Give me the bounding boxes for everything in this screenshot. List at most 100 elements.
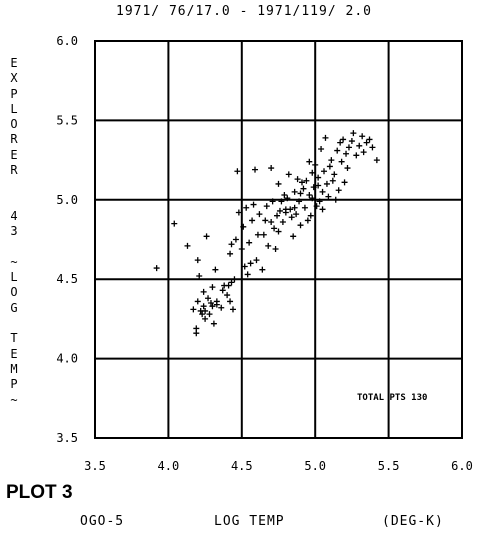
data-point	[260, 231, 267, 238]
data-point	[203, 233, 210, 240]
plot-frame	[94, 40, 463, 439]
y-tick-label: 5.5	[56, 113, 78, 127]
data-point	[229, 306, 236, 313]
x-axis-source-label: OGO-5	[80, 514, 125, 529]
data-point	[247, 260, 254, 267]
data-point	[323, 180, 330, 187]
data-point	[275, 228, 282, 235]
data-point	[334, 147, 341, 154]
data-point	[227, 298, 234, 305]
data-point	[315, 174, 322, 181]
data-point	[360, 149, 367, 156]
data-point	[224, 292, 231, 299]
data-point	[259, 266, 266, 273]
data-point	[227, 250, 234, 257]
data-point	[219, 287, 226, 294]
x-tick-labels: 3.5 4.0 4.5 5.0 5.5 6.0	[84, 459, 473, 473]
data-point	[265, 242, 272, 249]
data-point	[244, 271, 251, 278]
y-axis-label-char: E	[10, 56, 18, 70]
data-point	[231, 276, 238, 283]
data-point	[319, 206, 326, 213]
data-point	[297, 190, 304, 197]
data-point	[218, 304, 225, 311]
data-point	[322, 134, 329, 141]
data-point	[228, 241, 235, 248]
data-point	[246, 239, 253, 246]
y-axis-label-char: P	[10, 377, 18, 392]
data-point	[250, 201, 257, 208]
data-point	[356, 142, 363, 149]
data-point	[205, 295, 212, 302]
data-point	[207, 300, 214, 307]
data-point	[309, 195, 316, 202]
data-point	[338, 158, 345, 165]
data-point	[294, 176, 301, 183]
data-point	[301, 204, 308, 211]
data-point	[303, 177, 310, 184]
data-point	[345, 144, 352, 151]
data-point	[209, 303, 216, 310]
data-point	[287, 206, 294, 213]
data-point	[337, 139, 344, 146]
data-point	[228, 279, 235, 286]
data-point	[281, 192, 288, 199]
data-point	[312, 161, 319, 168]
data-point	[262, 217, 269, 224]
y-axis-label: E X P L O R E R 4 3 ~ L O G T E M P ~	[6, 56, 22, 408]
data-point	[285, 171, 292, 178]
data-point	[325, 193, 332, 200]
y-axis-label-char: M	[10, 361, 18, 376]
data-point	[313, 203, 320, 210]
data-point	[253, 257, 260, 264]
data-point	[318, 145, 325, 152]
data-point	[319, 188, 326, 195]
y-axis-label-char: T	[10, 331, 18, 346]
y-tick-label: 4.0	[56, 352, 78, 366]
y-tick-label: 5.0	[56, 193, 78, 207]
data-point	[232, 236, 239, 243]
data-point	[268, 219, 275, 226]
data-point	[369, 144, 376, 151]
y-tick-label: 3.5	[56, 431, 78, 445]
y-tick-labels: 3.5 4.0 4.5 5.0 5.5 6.0	[56, 34, 78, 445]
data-point	[206, 311, 213, 318]
data-point	[332, 196, 339, 203]
data-point	[234, 168, 241, 175]
data-point	[199, 311, 206, 318]
y-tick-label: 4.5	[56, 272, 78, 286]
data-point	[200, 303, 207, 310]
y-axis-label-char: E	[10, 147, 18, 162]
data-point	[196, 273, 203, 280]
x-axis-unit-label: (DEG-K)	[382, 514, 444, 529]
data-point	[359, 133, 366, 140]
y-axis-label-char: R	[10, 163, 18, 178]
y-axis-label-char: ~	[10, 392, 18, 407]
chart-title: 1971/ 76/17.0 - 1971/119/ 2.0	[116, 4, 372, 19]
data-point	[254, 231, 261, 238]
y-axis-label-char: O	[10, 117, 18, 132]
data-point	[171, 220, 178, 227]
grid-lines	[94, 40, 463, 439]
x-tick-label: 4.5	[231, 459, 253, 473]
x-tick-label: 5.0	[304, 459, 326, 473]
data-point	[213, 301, 220, 308]
data-point	[272, 246, 279, 253]
data-point	[194, 298, 201, 305]
data-point	[315, 182, 322, 189]
data-point	[212, 266, 219, 273]
data-point	[329, 177, 336, 184]
data-point	[343, 150, 350, 157]
y-axis-label-char: L	[10, 270, 18, 285]
data-point	[321, 168, 328, 175]
data-point	[350, 130, 357, 137]
y-axis-label-char: G	[10, 300, 18, 315]
data-point	[306, 192, 313, 199]
data-point	[238, 246, 245, 253]
data-point	[363, 139, 370, 146]
data-point	[202, 307, 209, 314]
y-tick-label: 6.0	[56, 34, 78, 48]
data-point	[241, 263, 248, 270]
data-point	[307, 212, 314, 219]
